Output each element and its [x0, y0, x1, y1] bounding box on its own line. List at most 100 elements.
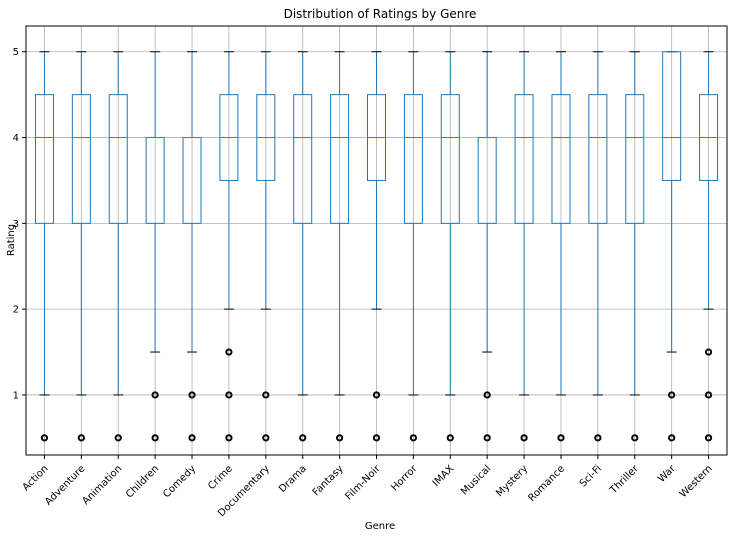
- flier-point-overlap: [373, 435, 380, 441]
- box-group: [145, 51, 165, 442]
- flier-point-overlap: [484, 435, 490, 441]
- flier-point-overlap: [669, 392, 675, 398]
- flier-point: [114, 434, 122, 442]
- flier-point-overlap: [41, 435, 48, 441]
- y-tick-label: 2: [13, 305, 19, 316]
- flier-point: [520, 434, 528, 442]
- flier-point: [372, 434, 381, 442]
- flier-point-overlap: [447, 435, 453, 441]
- flier-point-overlap: [152, 435, 158, 441]
- box-group: [551, 51, 571, 442]
- box-group: [403, 51, 423, 442]
- x-tick-label: Western: [678, 463, 715, 500]
- flier-point: [40, 434, 49, 442]
- flier-point-overlap: [152, 392, 158, 398]
- flier-point: [151, 434, 159, 442]
- flier-point: [557, 434, 565, 442]
- box: [108, 94, 128, 224]
- box: [403, 94, 423, 224]
- flier-point: [77, 434, 85, 442]
- x-tick-label: Action: [21, 463, 51, 493]
- box: [440, 94, 460, 224]
- flier-point-overlap: [263, 435, 269, 441]
- x-tick-label: Romance: [526, 463, 567, 504]
- flier-point: [594, 434, 602, 442]
- flier-point-overlap: [226, 349, 232, 355]
- box-group: [182, 51, 202, 442]
- x-tick-label: Fantasy: [311, 463, 346, 498]
- flier-point-overlap: [705, 392, 712, 398]
- x-tick-label: Drama: [277, 463, 309, 495]
- flier-point: [668, 391, 676, 399]
- box: [625, 94, 645, 224]
- flier-point: [446, 434, 454, 442]
- flier-point-overlap: [189, 392, 195, 398]
- y-axis-label: Rating: [6, 224, 17, 256]
- box-group: [256, 51, 276, 442]
- flier-point-overlap: [189, 435, 195, 441]
- flier-point: [262, 391, 270, 399]
- flier-point-overlap: [226, 392, 232, 398]
- box-group: [108, 51, 128, 442]
- x-tick-label: Children: [124, 463, 161, 500]
- flier-point: [704, 434, 713, 442]
- flier-point-overlap: [115, 435, 121, 441]
- flier-point-overlap: [669, 435, 675, 441]
- flier-point-overlap: [263, 392, 269, 398]
- flier-point: [704, 391, 713, 399]
- box-group: [367, 51, 386, 442]
- flier-point: [188, 391, 196, 399]
- flier-point: [704, 348, 713, 356]
- flier-point: [225, 434, 233, 442]
- flier-point: [225, 348, 233, 356]
- x-tick-label: Thriller: [608, 463, 642, 497]
- flier-point: [188, 434, 196, 442]
- box: [330, 94, 350, 224]
- flier-point-overlap: [632, 435, 638, 441]
- box-group: [477, 51, 497, 442]
- flier-point-overlap: [484, 392, 490, 398]
- box-group: [330, 51, 350, 442]
- x-tick-label: Musical: [459, 463, 493, 497]
- flier-point: [631, 434, 639, 442]
- flier-point: [225, 391, 233, 399]
- x-tick-label: IMAX: [431, 463, 457, 489]
- box-group: [662, 51, 682, 442]
- box-group: [34, 51, 54, 442]
- box-group: [588, 51, 608, 442]
- box-group: [71, 51, 91, 442]
- flier-point: [483, 391, 491, 399]
- box: [34, 94, 54, 224]
- flier-point: [668, 434, 676, 442]
- flier-point-overlap: [410, 435, 416, 441]
- box-group: [625, 51, 645, 442]
- y-tick-label: 3: [13, 219, 19, 230]
- flier-point-overlap: [595, 435, 601, 441]
- flier-point-overlap: [521, 435, 527, 441]
- box: [71, 94, 91, 224]
- box: [662, 51, 682, 181]
- box: [551, 94, 571, 224]
- box-group: [293, 51, 313, 442]
- box-group: [514, 51, 534, 442]
- flier-point-overlap: [300, 435, 306, 441]
- x-tick-label: War: [656, 463, 678, 485]
- box-group: [699, 51, 719, 442]
- x-tick-label: Sci-Fi: [578, 463, 604, 489]
- box: [514, 94, 534, 224]
- y-tick-label: 5: [13, 47, 19, 58]
- flier-point: [409, 434, 417, 442]
- x-tick-label: Horror: [389, 463, 420, 494]
- flier-point: [299, 434, 307, 442]
- flier-point: [336, 434, 344, 442]
- flier-point-overlap: [558, 435, 564, 441]
- flier-point-overlap: [705, 435, 712, 441]
- flier-point: [372, 391, 381, 399]
- box: [588, 94, 608, 224]
- flier-point: [262, 434, 270, 442]
- chart-title: Distribution of Ratings by Genre: [284, 7, 477, 21]
- y-tick-label: 1: [13, 390, 19, 401]
- plot-frame: [25, 25, 728, 456]
- flier-point-overlap: [373, 392, 380, 398]
